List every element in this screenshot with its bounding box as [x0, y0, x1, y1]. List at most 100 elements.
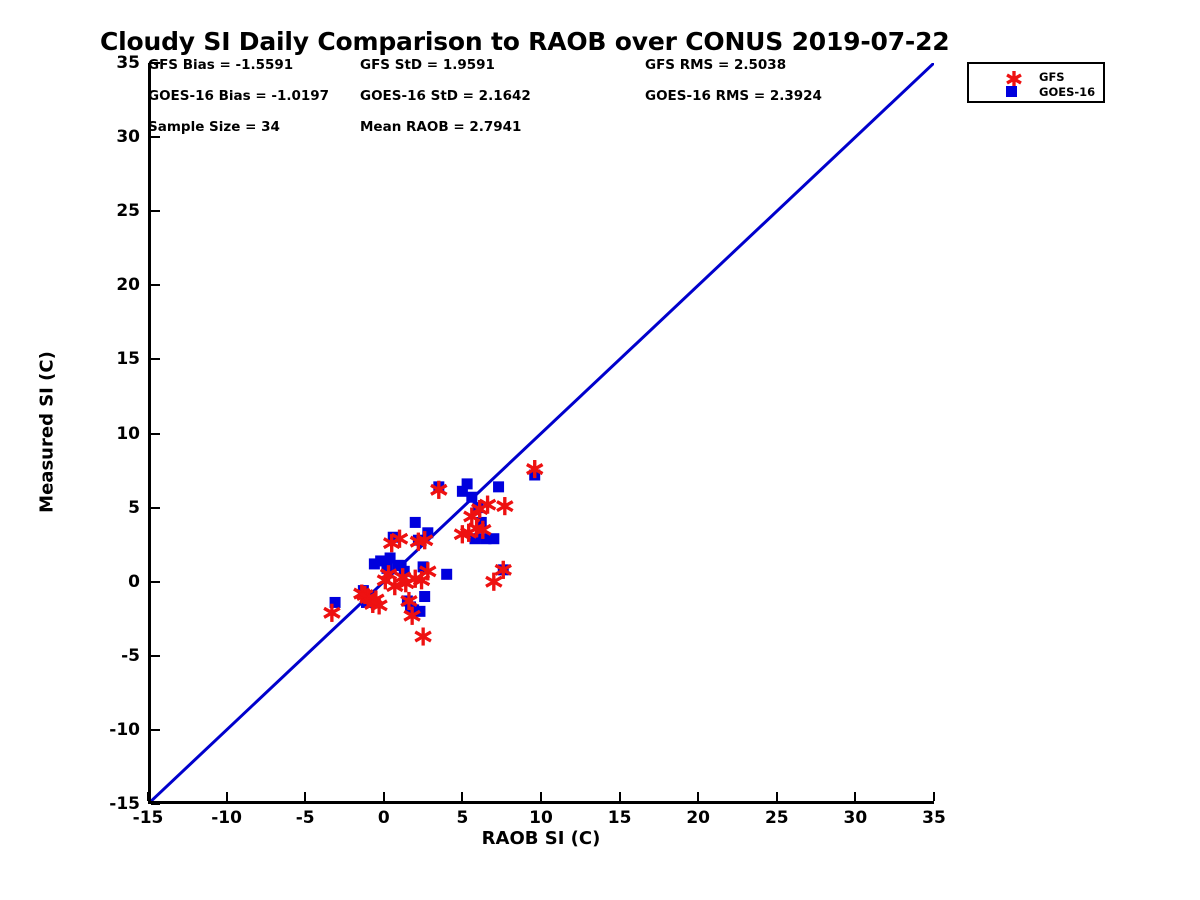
legend: GFS GOES-16 — [967, 62, 1105, 103]
x-axis-line — [148, 801, 934, 804]
x-axis-label: RAOB SI (C) — [481, 828, 601, 849]
stat-goes-std: GOES-16 StD = 2.1642 — [360, 88, 531, 104]
scatter-canvas — [148, 63, 934, 804]
y-tick-label: 30 — [116, 127, 140, 148]
x-tick-label: 15 — [607, 808, 632, 828]
gfs-data-point — [1006, 71, 1022, 87]
goes16-data-point — [493, 481, 505, 493]
x-tick-label: 0 — [377, 808, 390, 828]
goes16-data-point — [466, 491, 478, 503]
y-tick-mark — [151, 432, 160, 435]
x-tick-mark — [775, 792, 778, 801]
x-tick-mark — [933, 792, 935, 801]
x-tick-mark — [147, 792, 149, 801]
goes16-data-point — [368, 558, 380, 570]
x-tick-label: 35 — [922, 808, 946, 828]
x-tick-label: 20 — [686, 808, 711, 828]
x-tick-label: 10 — [529, 808, 553, 828]
stat-mean-raob: Mean RAOB = 2.7941 — [360, 119, 522, 135]
x-tick-mark — [697, 792, 700, 801]
legend-gfs-asterisk-icon — [1006, 71, 1022, 87]
x-tick-mark — [618, 792, 621, 801]
gfs-data-point — [463, 507, 481, 526]
x-tick-label: 25 — [764, 808, 789, 828]
legend-label-goes: GOES-16 — [1039, 85, 1096, 99]
stat-goes-bias: GOES-16 Bias = -1.0197 — [148, 88, 330, 104]
y-tick-mark — [151, 654, 160, 657]
gfs-data-point — [494, 560, 512, 579]
stat-goes-rms: GOES-16 RMS = 2.3924 — [645, 88, 822, 104]
x-tick-mark — [461, 792, 464, 801]
x-tick-mark — [304, 792, 307, 801]
goes16-data-point — [409, 516, 421, 528]
gfs-data-point — [323, 603, 341, 622]
x-tick-mark — [225, 792, 228, 801]
one-to-one-reference-line — [148, 63, 934, 804]
x-tick-mark — [854, 792, 857, 801]
goes16-data-point — [384, 552, 396, 564]
goes16-data-point — [441, 568, 453, 580]
x-tick-label: -15 — [132, 808, 164, 828]
y-tick-label: -10 — [109, 719, 140, 740]
gfs-data-point — [390, 529, 409, 548]
y-tick-label: 15 — [116, 349, 140, 370]
goes16-data-point — [375, 555, 387, 567]
goes16-data-point — [469, 533, 481, 545]
gfs-data-point — [403, 606, 421, 625]
y-tick-label: -15 — [109, 794, 140, 814]
goes16-data-point — [480, 533, 492, 545]
chart-title: Cloudy SI Daily Comparison to RAOB over … — [100, 27, 950, 56]
stat-gfs-rms: GFS RMS = 2.5038 — [645, 57, 787, 73]
y-tick-label: 35 — [116, 53, 140, 73]
gfs-data-point — [478, 495, 497, 514]
gfs-data-point — [485, 572, 503, 591]
stat-gfs-bias: GFS Bias = -1.5591 — [148, 57, 294, 73]
y-tick-mark — [151, 803, 160, 805]
y-axis-line — [148, 63, 151, 804]
stat-sample-size: Sample Size = 34 — [148, 119, 280, 135]
y-tick-label: 25 — [116, 201, 140, 222]
stat-gfs-std: GFS StD = 1.9591 — [360, 57, 495, 73]
y-axis-label: Measured SI (C) — [36, 351, 58, 513]
x-tick-label: 5 — [456, 808, 469, 828]
gfs-data-point — [416, 531, 434, 550]
gfs-data-point — [370, 596, 388, 615]
y-tick-mark — [151, 62, 160, 64]
y-tick-mark — [151, 580, 160, 583]
goes16-data-point — [419, 591, 431, 603]
y-tick-label: -5 — [121, 645, 140, 666]
y-tick-mark — [151, 358, 160, 361]
y-tick-mark — [151, 136, 160, 139]
x-tick-label: -5 — [295, 808, 315, 828]
gfs-data-point — [526, 460, 544, 479]
goes16-data-point — [456, 485, 468, 497]
x-tick-label: -10 — [211, 808, 242, 828]
gfs-data-point — [419, 562, 437, 581]
y-tick-label: 10 — [116, 423, 140, 444]
y-tick-label: 5 — [128, 497, 140, 518]
y-tick-mark — [151, 506, 160, 509]
gfs-data-point — [400, 591, 418, 610]
goes16-data-point — [329, 596, 341, 608]
goes16-data-point — [488, 533, 500, 545]
gfs-data-point — [496, 497, 514, 516]
gfs-data-point — [414, 627, 432, 646]
y-tick-mark — [151, 210, 160, 213]
goes16-data-point — [461, 478, 473, 490]
legend-label-gfs: GFS — [1039, 70, 1065, 84]
x-tick-mark — [382, 792, 385, 801]
gfs-data-point — [430, 480, 448, 499]
y-tick-mark — [151, 728, 160, 731]
y-tick-label: 0 — [128, 571, 140, 592]
x-tick-mark — [540, 792, 542, 801]
y-tick-mark — [151, 284, 160, 287]
gfs-data-point — [474, 520, 492, 539]
y-tick-label: 20 — [116, 275, 140, 296]
goes16-data-point — [422, 527, 434, 539]
goes16-data-point — [395, 559, 407, 571]
goes16-data-point — [414, 605, 426, 617]
x-tick-label: 30 — [843, 808, 868, 828]
plot-area — [148, 63, 934, 804]
legend-goes-square-icon — [1006, 86, 1017, 97]
